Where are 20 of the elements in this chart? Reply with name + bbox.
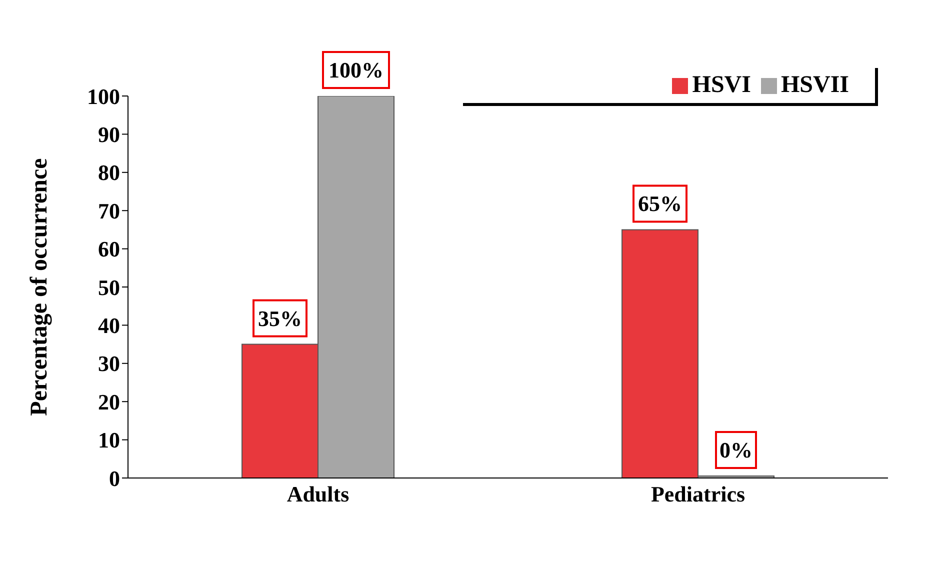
data-label: 65% [638,191,682,216]
y-axis-title: Percentage of occurrence [26,158,53,416]
y-tick-label: 100 [87,84,120,109]
y-tick-label: 30 [98,351,120,376]
y-tick-label: 0 [109,466,120,491]
legend-label: HSVI [692,72,751,98]
x-tick-label: Adults [286,482,350,507]
data-label: 0% [720,438,752,462]
legend-label: HSVII [780,72,849,98]
y-tick-label: 40 [98,313,120,338]
y-tick-label: 70 [98,198,120,224]
y-tick-label: 10 [98,428,120,453]
y-tick-label: 50 [98,274,120,300]
x-tick-label: Pediatrics [650,482,746,507]
y-tick-label: 20 [98,389,120,414]
data-label: 100% [328,58,384,82]
y-tick-label: 80 [98,160,120,186]
y-tick-label: 60 [98,236,120,262]
y-tick-label: 90 [98,122,120,148]
data-label: 35% [258,306,302,331]
